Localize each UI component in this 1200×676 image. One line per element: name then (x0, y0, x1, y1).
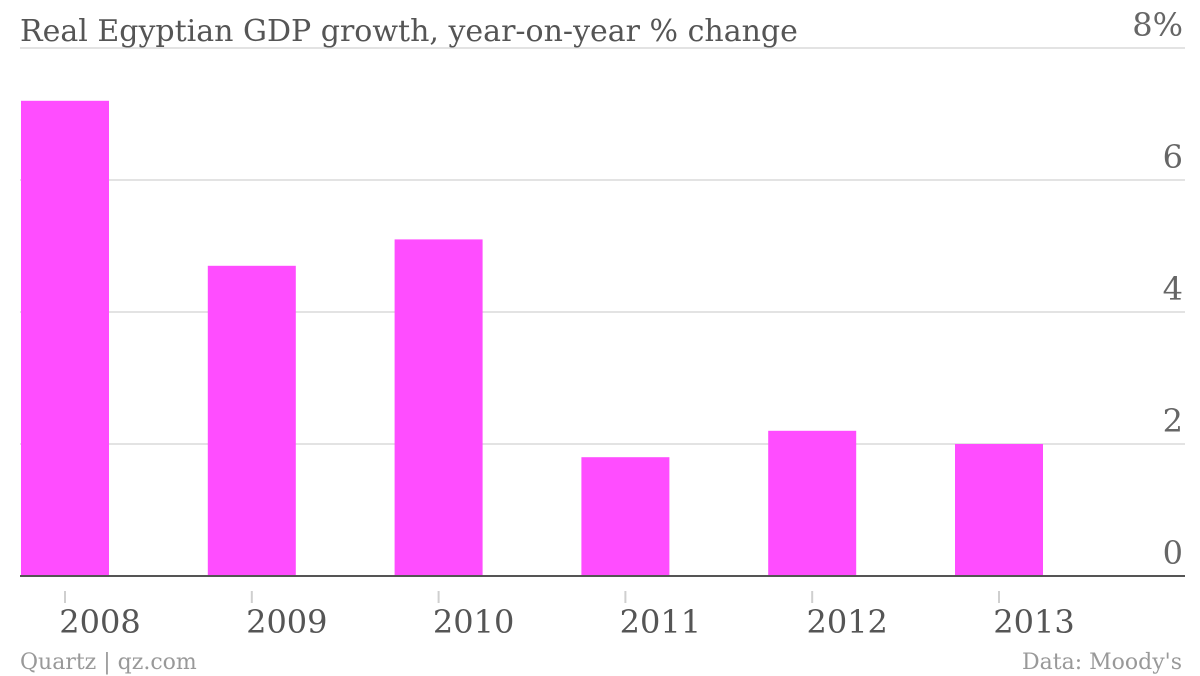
bar (768, 430, 857, 576)
x-axis-labels: 2008 2009 2010 2011 2012 2013 (59, 603, 1074, 641)
y-tick-label: 4 (1163, 270, 1183, 308)
y-tick-label: 8% (1132, 6, 1183, 44)
gridlines (20, 47, 1185, 445)
y-axis-labels: 0 2 4 6 8% (1132, 6, 1183, 572)
bar (207, 265, 296, 576)
x-tick-label: 2013 (993, 603, 1074, 641)
x-tick-label: 2012 (806, 603, 887, 641)
chart-title: Real Egyptian GDP growth, year-on-year %… (20, 14, 798, 49)
y-tick-label: 0 (1163, 534, 1183, 572)
bars (21, 100, 1043, 577)
source-credit-left: Quartz | qz.com (20, 650, 197, 675)
bar (581, 457, 670, 576)
bar (394, 239, 483, 576)
x-tick-label: 2011 (620, 603, 701, 641)
x-tick-label: 2008 (59, 603, 140, 641)
source-credit-right: Data: Moody's (1022, 650, 1182, 675)
bar (21, 100, 109, 577)
x-axis-ticks (64, 591, 1000, 603)
x-tick-label: 2009 (246, 603, 327, 641)
y-tick-label: 6 (1163, 138, 1183, 176)
bar (955, 444, 1043, 576)
x-tick-label: 2010 (433, 603, 514, 641)
y-tick-label: 2 (1163, 402, 1183, 440)
